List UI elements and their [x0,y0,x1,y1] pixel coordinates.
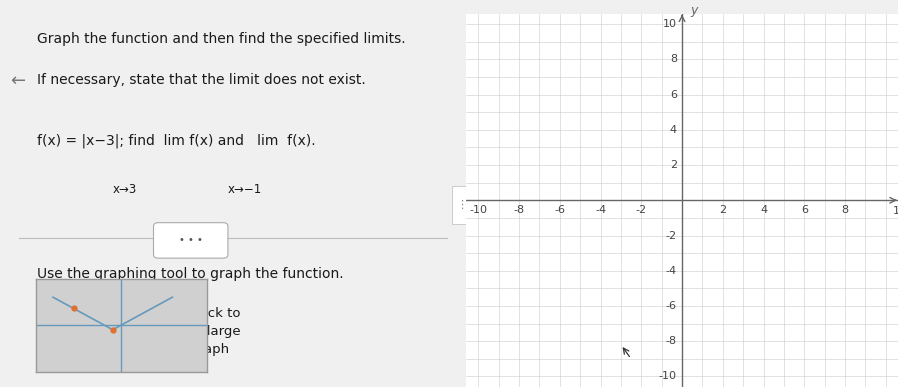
Text: 1: 1 [893,206,898,216]
Text: 10: 10 [663,19,677,29]
Text: 6: 6 [801,205,808,215]
Text: 4: 4 [760,205,767,215]
Text: Graph the function and then find the specified limits.: Graph the function and then find the spe… [37,32,406,46]
Text: -6: -6 [666,301,677,311]
Text: x→−1: x→−1 [228,183,262,197]
Text: f(x) = |x−3|; find  lim f(x) and   lim  f(x).: f(x) = |x−3|; find lim f(x) and lim f(x)… [37,133,316,147]
Text: ←: ← [10,72,25,90]
Text: ⋮: ⋮ [456,200,467,210]
Text: -2: -2 [665,231,677,240]
Text: -8: -8 [514,205,524,215]
Text: x→3: x→3 [113,183,137,197]
Text: -4: -4 [595,205,606,215]
Text: -10: -10 [659,372,677,382]
Text: 4: 4 [670,125,677,135]
Text: -6: -6 [554,205,565,215]
Text: 6: 6 [670,89,677,99]
FancyBboxPatch shape [154,223,228,258]
Text: 8: 8 [670,54,677,64]
Text: y: y [691,4,698,17]
Text: 8: 8 [841,205,849,215]
Text: -10: -10 [470,205,488,215]
Text: -2: -2 [636,205,647,215]
Text: 2: 2 [719,205,726,215]
Text: 2: 2 [670,160,677,170]
Text: Use the graphing tool to graph the function.: Use the graphing tool to graph the funct… [37,267,344,281]
Text: Click to
enlarge
graph: Click to enlarge graph [190,307,242,356]
Text: -8: -8 [665,336,677,346]
Text: If necessary, state that the limit does not exist.: If necessary, state that the limit does … [37,73,366,87]
Text: • • •: • • • [179,235,203,245]
Text: -4: -4 [665,266,677,276]
